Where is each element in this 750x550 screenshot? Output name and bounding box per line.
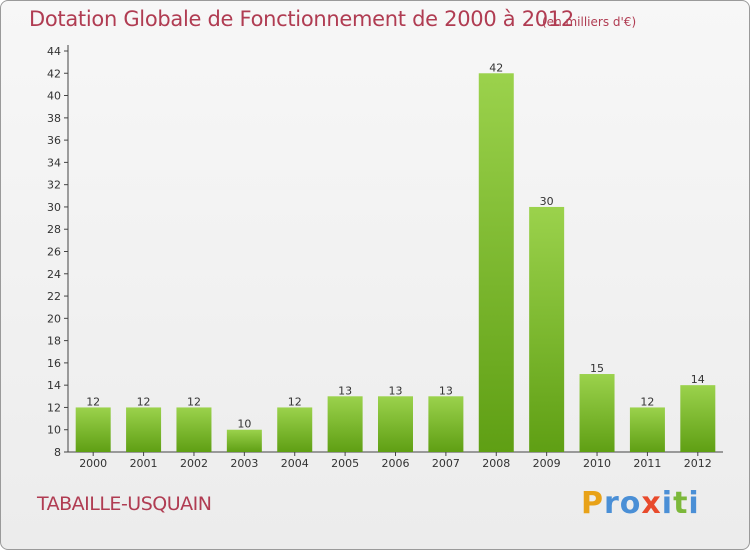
y-tick-label: 44 xyxy=(47,45,61,58)
x-tick-label: 2005 xyxy=(331,457,359,470)
y-tick-label: 20 xyxy=(47,312,61,325)
bar-value-label: 12 xyxy=(288,395,302,408)
y-tick-label: 16 xyxy=(47,357,61,370)
x-tick-label: 2012 xyxy=(684,457,712,470)
bar xyxy=(378,396,413,452)
logo-letter: i xyxy=(661,486,674,521)
logo-letter: o xyxy=(619,486,642,521)
y-tick-label: 26 xyxy=(47,246,61,259)
logo-letter: i xyxy=(688,486,700,521)
y-tick-label: 12 xyxy=(47,401,61,414)
bar xyxy=(629,407,665,452)
chart-unit: (en milliers d'€) xyxy=(542,15,637,29)
logo-letter: x xyxy=(641,486,662,521)
bar-value-label: 30 xyxy=(540,195,554,208)
bar-value-label: 42 xyxy=(489,61,503,74)
bar xyxy=(327,396,363,452)
x-tick-label: 2002 xyxy=(180,457,208,470)
y-tick-label: 8 xyxy=(54,446,61,459)
bar xyxy=(680,385,716,452)
x-tick-label: 2008 xyxy=(482,457,510,470)
x-tick-label: 2004 xyxy=(281,457,309,470)
y-tick-label: 30 xyxy=(47,201,61,214)
y-tick-label: 32 xyxy=(47,179,61,192)
x-tick-label: 2000 xyxy=(79,457,107,470)
y-tick-label: 24 xyxy=(47,268,61,281)
bar xyxy=(478,73,514,453)
x-tick-label: 2009 xyxy=(533,457,561,470)
logo-letter: t xyxy=(673,486,689,521)
x-tick-label: 2007 xyxy=(432,457,460,470)
logo-letter: r xyxy=(604,486,620,521)
bar xyxy=(75,407,111,452)
x-tick-label: 2006 xyxy=(382,457,410,470)
bar-value-label: 13 xyxy=(338,384,352,397)
y-tick-label: 42 xyxy=(47,67,61,80)
bar xyxy=(126,407,162,452)
bar-value-label: 12 xyxy=(137,395,151,408)
y-tick-label: 38 xyxy=(47,112,61,125)
x-tick-label: 2011 xyxy=(633,457,661,470)
y-tick-label: 28 xyxy=(47,223,61,236)
bar-value-label: 13 xyxy=(389,384,403,397)
y-tick-label: 36 xyxy=(47,134,61,147)
bar-value-label: 15 xyxy=(590,362,604,375)
bar-value-label: 12 xyxy=(187,395,201,408)
x-tick-label: 2001 xyxy=(130,457,158,470)
commune-name: TABAILLE-USQUAIN xyxy=(37,493,212,515)
y-tick-label: 34 xyxy=(47,156,61,169)
y-tick-label: 14 xyxy=(47,379,61,392)
bar-value-label: 12 xyxy=(640,395,654,408)
bar-value-label: 10 xyxy=(237,418,251,431)
proxiti-logo: Proxiti xyxy=(581,486,700,521)
bar xyxy=(176,407,212,452)
y-tick-label: 40 xyxy=(47,90,61,103)
bar xyxy=(579,374,615,452)
chart-title: Dotation Globale de Fonctionnement de 20… xyxy=(29,7,574,31)
y-tick-label: 10 xyxy=(47,424,61,437)
bar-value-label: 12 xyxy=(86,395,100,408)
bar-value-label: 13 xyxy=(439,384,453,397)
bar-value-label: 14 xyxy=(691,373,705,386)
y-tick-label: 22 xyxy=(47,290,61,303)
x-tick-label: 2003 xyxy=(230,457,258,470)
y-tick-label: 18 xyxy=(47,335,61,348)
bar xyxy=(277,407,313,452)
x-tick-label: 2010 xyxy=(583,457,611,470)
bar xyxy=(529,206,565,452)
bar xyxy=(226,429,262,452)
logo-letter: P xyxy=(581,486,604,521)
bar xyxy=(428,396,464,452)
